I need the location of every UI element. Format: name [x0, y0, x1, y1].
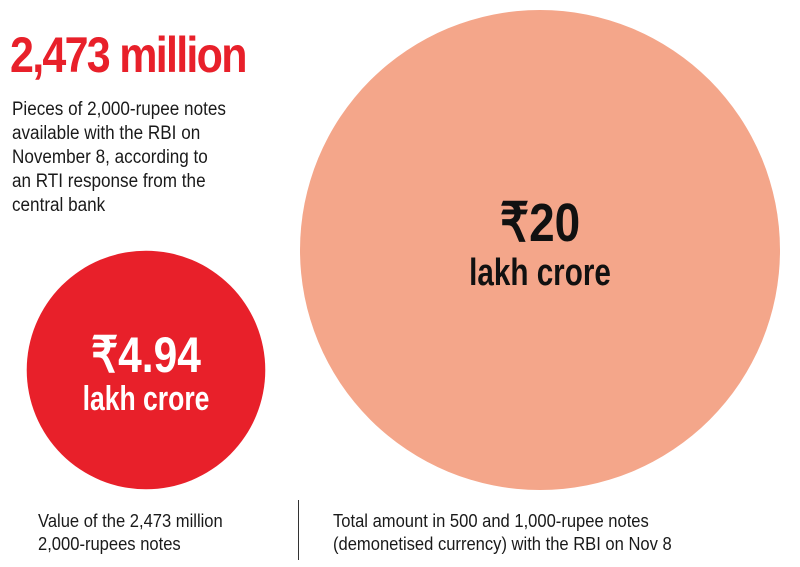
bubble-2000-notes [26, 250, 266, 490]
bubble-small-caption: Value of the 2,473 million 2,000-rupees … [38, 510, 223, 556]
bubble-large-unit-label: lakh crore [469, 252, 611, 294]
bubble-demonetised-currency [300, 10, 780, 490]
description-line: central bank [12, 195, 106, 216]
caption-line: 2,000-rupees notes [38, 534, 181, 554]
description-line: an RTI response from the [12, 171, 206, 192]
description-line: available with the RBI on [12, 123, 201, 144]
caption-line: Value of the 2,473 million [38, 511, 223, 531]
headline-value: 2,473 million [10, 27, 247, 83]
caption-divider [298, 500, 299, 560]
bubble-small-value-label: ₹4.94 [91, 327, 201, 383]
bubble-large-caption: Total amount in 500 and 1,000-rupee note… [333, 510, 672, 556]
bubble-large-value-label: ₹20 [499, 193, 581, 253]
caption-line: (demonetised currency) with the RBI on N… [333, 534, 672, 554]
description-line: November 8, according to [12, 147, 208, 168]
headline-description: Pieces of 2,000-rupee notes available wi… [12, 98, 273, 218]
bubble-small-unit-label: lakh crore [82, 380, 210, 418]
caption-line: Total amount in 500 and 1,000-rupee note… [333, 511, 649, 531]
description-line: Pieces of 2,000-rupee notes [12, 99, 226, 120]
